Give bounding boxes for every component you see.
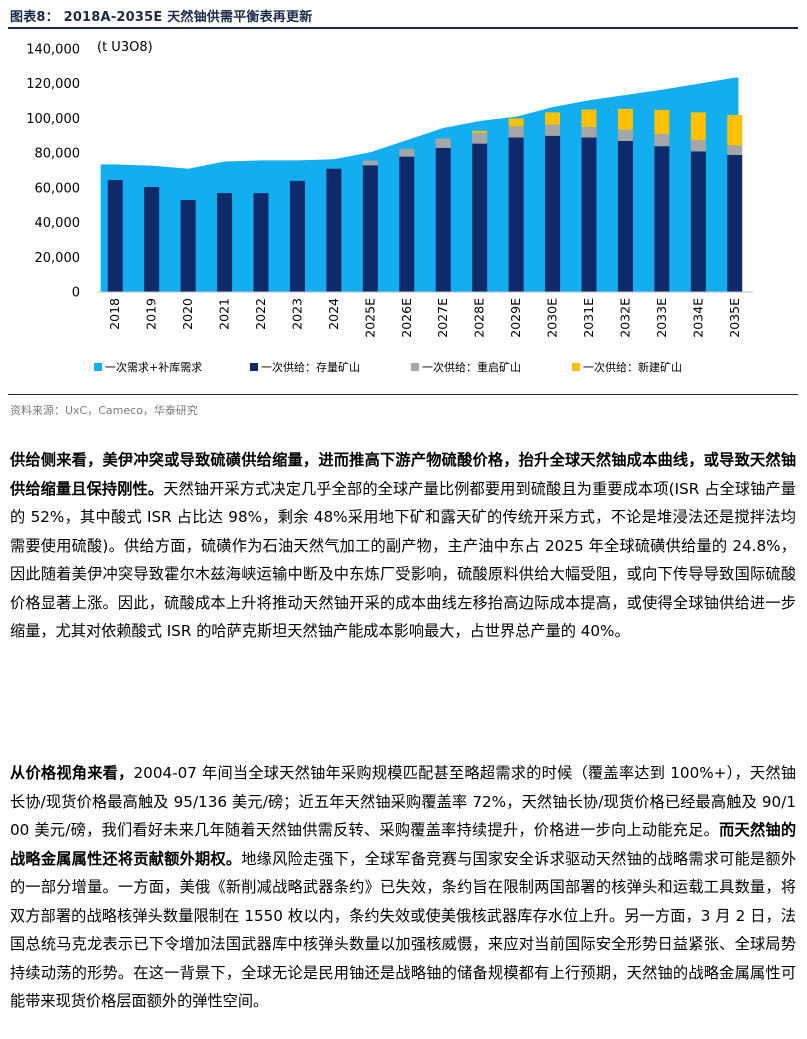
bar-restarted-mines (399, 148, 415, 157)
legend-swatch (94, 363, 102, 371)
bar-restarted-mines (581, 126, 597, 138)
y-tick-label: 100,000 (26, 112, 80, 127)
legend-swatch (411, 363, 419, 371)
bar-existing-mines (617, 140, 633, 292)
bar-new-mines (727, 114, 743, 146)
x-tick-label: 2032E (617, 298, 632, 338)
bar-new-mines (690, 112, 706, 141)
bar-existing-mines (144, 186, 160, 292)
bar-existing-mines (581, 137, 597, 292)
bar-existing-mines (326, 168, 342, 292)
bar-restarted-mines (508, 126, 524, 138)
x-tick-label: 2029E (508, 298, 523, 338)
y-tick-label: 40,000 (35, 216, 81, 231)
paragraph-body-cont: 地缘风险走强下，全球军备竞赛与国家安全诉求驱动天然铀的战略需求可能是额外的一部分… (10, 849, 797, 1011)
bar-existing-mines (253, 193, 269, 292)
bar-existing-mines (545, 135, 561, 292)
legend-swatch (250, 363, 258, 371)
x-tick-label: 2018 (107, 298, 122, 330)
x-tick-label: 2021 (217, 298, 232, 330)
x-tick-label: 2022 (253, 298, 268, 330)
paragraph-body: 2004-07 年间当全球天然铀年采购规模匹配甚至略超需求的时候（覆盖率达到 1… (10, 764, 796, 839)
x-tick-label: 2035E (727, 298, 742, 338)
bar-new-mines (472, 130, 488, 133)
paragraph-supply: 供给侧来看，美伊冲突或导致硫磺供给缩量，进而推高下游产物硫酸价格，抬升全球天然铀… (10, 446, 796, 646)
x-tick-label: 2027E (435, 298, 450, 338)
legend-label: 一次供给：新建矿山 (583, 360, 682, 374)
x-tick-label: 2028E (472, 298, 487, 338)
bar-existing-mines (654, 146, 670, 292)
legend-label: 一次需求+补库需求 (105, 360, 202, 374)
bar-existing-mines (362, 165, 378, 292)
bar-existing-mines (399, 156, 415, 292)
figure-title: 图表8： 2018A-2035E 天然铀供需平衡表再更新 (10, 10, 313, 25)
bar-existing-mines (289, 180, 305, 292)
paragraph-price: 从价格视角来看，2004-07 年间当全球天然铀年采购规模匹配甚至略超需求的时候… (10, 759, 796, 1016)
bar-existing-mines (107, 180, 123, 292)
title-divider (8, 27, 798, 29)
source-note: 资料来源：UxC，Cameco，华泰研究 (10, 404, 198, 417)
bar-existing-mines (472, 143, 488, 292)
y-tick-label: 20,000 (35, 251, 81, 266)
bar-restarted-mines (727, 145, 743, 155)
bar-restarted-mines (545, 124, 561, 136)
x-tick-label: 2020 (180, 298, 195, 330)
bar-restarted-mines (472, 132, 488, 144)
y-axis: 0 20,000 40,000 60,000 80,000 100,000 120,000 1… (26, 43, 80, 301)
unit-label: (t U3O8) (97, 40, 153, 55)
bar-restarted-mines (690, 140, 706, 152)
supply-demand-chart: 0 20,000 40,000 60,000 80,000 100,000 120,000 1… (26, 40, 753, 374)
x-tick-label: 2026E (399, 298, 414, 338)
bar-restarted-mines (654, 134, 670, 147)
x-tick-label: 2033E (654, 298, 669, 338)
y-tick-label: 60,000 (35, 181, 81, 196)
demand-area (100, 77, 739, 292)
paragraph-lead: 从价格视角来看， (10, 764, 134, 782)
legend-label: 一次供给：重启矿山 (422, 360, 521, 374)
bar-new-mines (508, 118, 524, 127)
bar-new-mines (617, 108, 633, 130)
bar-existing-mines (435, 147, 451, 292)
bar-new-mines (581, 109, 597, 127)
bar-group (107, 108, 743, 292)
x-tick-label: 2025E (362, 298, 377, 338)
bottom-divider (8, 394, 798, 395)
bar-existing-mines (217, 193, 233, 292)
x-tick-label: 2034E (690, 298, 705, 338)
x-tick-label: 2030E (545, 298, 560, 338)
y-tick-label: 140,000 (26, 43, 80, 58)
paragraph-body: 天然铀开采方式决定几乎全部的全球产量比例都要用到硫酸且为重要成本项(ISR 占全… (10, 479, 796, 641)
bar-restarted-mines (362, 160, 378, 166)
y-tick-label: 80,000 (35, 147, 81, 162)
bar-new-mines (545, 112, 561, 125)
bar-existing-mines (727, 154, 743, 292)
paragraph-lead: 供给侧来看，美伊冲突或导致硫磺供给缩量，进而推高下游产物硫酸价格，抬升全球天然铀… (10, 451, 796, 498)
paragraph-highlight: 而天然铀的战略金属属性还将贡献额外期权。 (10, 821, 797, 868)
x-tick-label: 2023 (289, 298, 304, 330)
bar-existing-mines (690, 151, 706, 292)
x-tick-label: 2019 (144, 298, 159, 330)
bar-existing-mines (508, 137, 524, 292)
bar-existing-mines (180, 200, 196, 292)
x-axis: 2018 2019 2020 2021 2022 2023 2024 2025E 2026E 20… (107, 298, 742, 338)
legend-swatch (572, 363, 580, 371)
bar-restarted-mines (617, 129, 633, 141)
y-tick-label: 0 (72, 286, 80, 301)
x-tick-label: 2031E (581, 298, 596, 338)
x-tick-label: 2024 (326, 298, 341, 330)
legend-label: 一次供给：存量矿山 (261, 360, 360, 374)
y-tick-label: 120,000 (26, 77, 80, 92)
legend: 一次需求+补库需求 一次供给：存量矿山 一次供给：重启矿山 一次供给：新建矿山 (94, 360, 682, 374)
bar-restarted-mines (435, 138, 451, 148)
bar-new-mines (654, 109, 670, 135)
